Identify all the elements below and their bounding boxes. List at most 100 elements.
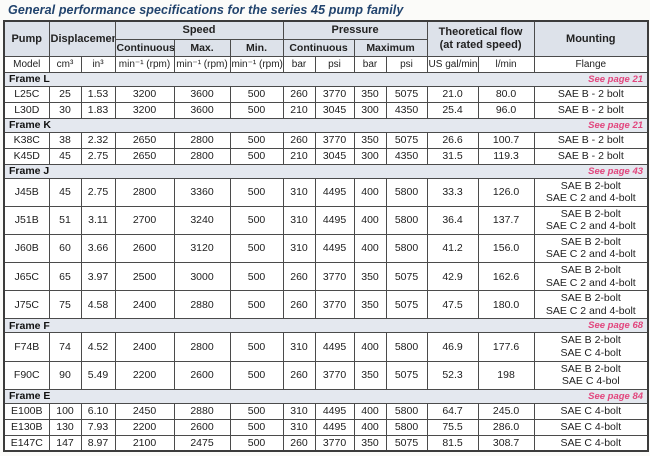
cell-displacement-cm3: 45 [48, 147, 82, 165]
cell-speed-max: 2600 [173, 418, 231, 436]
cell-pressure-continuous-bar: 310 [282, 418, 316, 436]
cell-speed-min: 500 [229, 131, 284, 149]
cell-pressure-maximum-psi: 5800 [385, 332, 428, 362]
cell-flow-l-min: 245.0 [477, 402, 535, 420]
unit-bar-maximum: bar [353, 55, 387, 73]
col-header-speed-continuous: Continuous [114, 38, 175, 57]
cell-displacement-in3: 8.97 [80, 434, 116, 452]
cell-pressure-continuous-bar: 260 [282, 262, 316, 292]
cell-displacement-in3: 5.49 [80, 360, 116, 390]
see-page-link[interactable]: See page 68 [588, 320, 644, 332]
see-page-link[interactable]: See page 21 [588, 119, 644, 131]
col-header-displacement: Displacement [48, 20, 116, 57]
cell-mounting: SAE C 4-bolt [533, 418, 649, 436]
cell-displacement-cm3: 65 [48, 262, 82, 292]
cell-pressure-maximum-bar: 350 [353, 360, 387, 390]
pump-row-J51B: J51B 51 3.11 2700 3240 500 310 4495 400 5800 36.4 1… [3, 205, 649, 235]
cell-speed-max: 2880 [173, 402, 231, 420]
cell-flow-l-min: 308.7 [477, 434, 535, 452]
cell-mounting: SAE B - 2 bolt [533, 85, 649, 103]
pump-row-J75C: J75C 75 4.58 2400 2880 500 260 3770 350 5075 47.5 1… [3, 290, 649, 320]
cell-pressure-continuous-bar: 210 [282, 101, 316, 119]
unit-us-gal-min: US gal/min [426, 55, 479, 73]
section-name: Frame L [9, 73, 50, 85]
cell-pressure-continuous-bar: 310 [282, 233, 316, 264]
cell-speed-min: 500 [229, 205, 284, 235]
cell-pressure-continuous-psi: 4495 [314, 402, 355, 420]
cell-pressure-continuous-psi: 3770 [314, 290, 355, 320]
cell-speed-max: 3600 [173, 85, 231, 103]
pump-row-E130B: E130B 130 7.93 2200 2600 500 310 4495 400 5800 75.… [3, 418, 649, 436]
cell-model: J60B [3, 233, 50, 264]
cell-flow-l-min: 177.6 [477, 332, 535, 362]
pump-row-E100B: E100B 100 6.10 2450 2880 500 310 4495 400 5800 64.… [3, 402, 649, 420]
col-header-speed-min: Min. [229, 38, 284, 57]
cell-mounting: SAE B - 2 bolt [533, 131, 649, 149]
flow-header-line1: Theoretical flow [438, 26, 523, 39]
cell-displacement-in3: 1.83 [80, 101, 116, 119]
mounting-line: SAE B - 2 bolt [557, 133, 624, 146]
cell-speed-continuous: 2600 [114, 233, 175, 264]
cell-model: K38C [3, 131, 50, 149]
cell-pressure-maximum-psi: 5075 [385, 290, 428, 320]
unit-in3: in³ [80, 55, 116, 73]
cell-flow-us-gal-min: 21.0 [426, 85, 479, 103]
cell-speed-max: 2800 [173, 332, 231, 362]
pump-row-F90C: F90C 90 5.49 2200 2600 500 260 3770 350 5075 52.3 1… [3, 360, 649, 390]
unit-rpm-min: min⁻¹ (rpm) [229, 55, 284, 73]
mounting-line: SAE C 4-bolt [560, 421, 622, 434]
cell-flow-l-min: 137.7 [477, 205, 535, 235]
cell-pressure-continuous-psi: 4495 [314, 205, 355, 235]
mounting-line: SAE C 2 and 4-bolt [545, 248, 636, 261]
see-page-link[interactable]: See page 43 [588, 165, 644, 177]
cell-pressure-maximum-psi: 5075 [385, 434, 428, 452]
cell-flow-l-min: 80.0 [477, 85, 535, 103]
cell-mounting: SAE C 4-bolt [533, 434, 649, 452]
cell-displacement-in3: 1.53 [80, 85, 116, 103]
cell-pressure-maximum-bar: 400 [353, 402, 387, 420]
cell-flow-us-gal-min: 52.3 [426, 360, 479, 390]
col-header-pressure-continuous: Continuous [282, 38, 355, 57]
see-page-link[interactable]: See page 21 [588, 73, 644, 85]
cell-displacement-cm3: 38 [48, 131, 82, 149]
mounting-line: SAE B - 2 bolt [557, 103, 624, 116]
mounting-line: SAE B 2-bolt [560, 264, 621, 277]
cell-speed-min: 500 [229, 434, 284, 452]
cell-speed-max: 3240 [173, 205, 231, 235]
section-name: Frame K [9, 119, 52, 131]
mounting-line: SAE B 2-bolt [560, 334, 621, 347]
cell-model: L25C [3, 85, 50, 103]
mounting-line: SAE C 2 and 4-bolt [545, 220, 636, 233]
cell-displacement-cm3: 45 [48, 177, 82, 207]
cell-speed-min: 500 [229, 332, 284, 362]
section-name: Frame J [9, 165, 50, 177]
cell-displacement-cm3: 90 [48, 360, 82, 390]
pump-row-L25C: L25C 25 1.53 3200 3600 500 260 3770 350 5075 21.0 8… [3, 85, 649, 103]
cell-pressure-maximum-psi: 4350 [385, 101, 428, 119]
cell-mounting: SAE B - 2 bolt [533, 101, 649, 119]
cell-pressure-continuous-bar: 260 [282, 85, 316, 103]
cell-flow-l-min: 286.0 [477, 418, 535, 436]
section-cell: Frame L See page 21 [3, 71, 649, 87]
cell-speed-continuous: 3200 [114, 101, 175, 119]
cell-flow-l-min: 162.6 [477, 262, 535, 292]
cell-speed-max: 2880 [173, 290, 231, 320]
cell-mounting: SAE B 2-bolt SAE C 2 and 4-bolt [533, 290, 649, 320]
cell-displacement-in3: 2.75 [80, 147, 116, 165]
cell-speed-min: 500 [229, 85, 284, 103]
cell-pressure-maximum-bar: 350 [353, 262, 387, 292]
section-cell: Frame E See page 84 [3, 388, 649, 404]
mounting-line: SAE B - 2 bolt [557, 149, 624, 162]
cell-speed-max: 2800 [173, 147, 231, 165]
cell-flow-l-min: 96.0 [477, 101, 535, 119]
mounting-line: SAE C 2 and 4-bolt [545, 304, 636, 317]
cell-mounting: SAE B 2-bolt SAE C 2 and 4-bolt [533, 177, 649, 207]
see-page-link[interactable]: See page 84 [588, 390, 644, 402]
cell-displacement-cm3: 74 [48, 332, 82, 362]
cell-speed-max: 3600 [173, 101, 231, 119]
cell-speed-max: 3360 [173, 177, 231, 207]
unit-l-min: l/min [477, 55, 535, 73]
cell-speed-continuous: 2100 [114, 434, 175, 452]
cell-pressure-maximum-bar: 300 [353, 147, 387, 165]
table-body: Frame L See page 21 L25C 25 1.53 3200 3600 500 2… [3, 71, 649, 452]
